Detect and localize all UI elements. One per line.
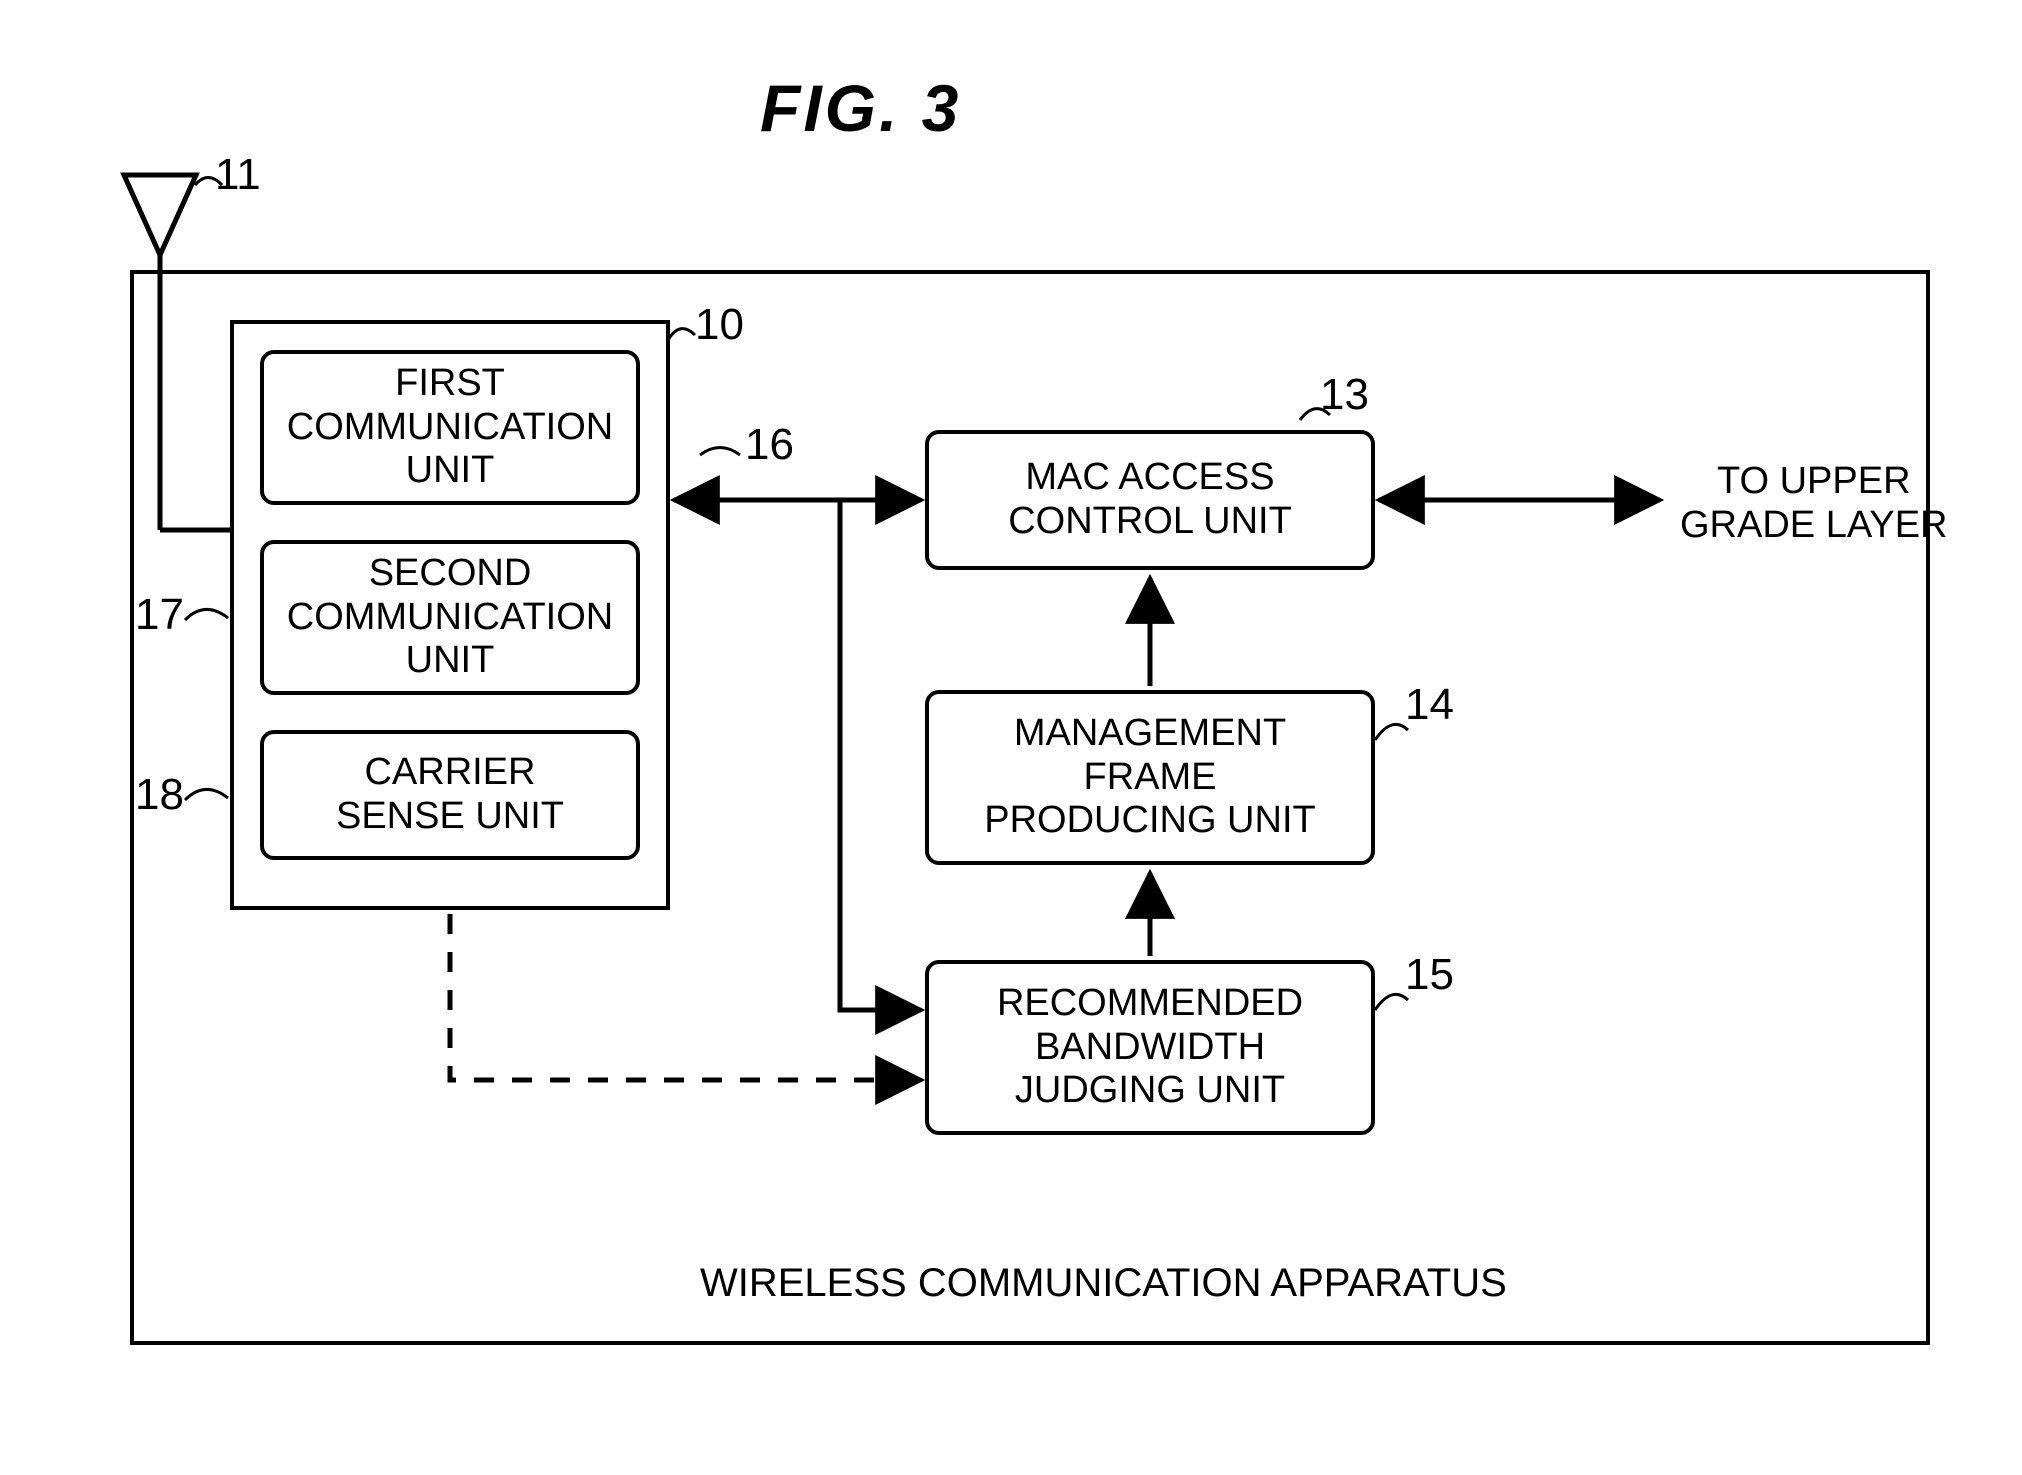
ref-13: 13 [1320,370,1369,420]
ref-17: 17 [135,590,184,640]
upper-layer-label: TO UPPERGRADE LAYER [1680,460,1947,547]
first-comm-unit: FIRSTCOMMUNICATIONUNIT [260,350,640,505]
management-frame-unit: MANAGEMENTFRAMEPRODUCING UNIT [925,690,1375,865]
figure-title: FIG. 3 [760,70,961,146]
ref-15: 15 [1405,950,1454,1000]
second-comm-unit: SECONDCOMMUNICATIONUNIT [260,540,640,695]
bandwidth-judging-unit: RECOMMENDEDBANDWIDTHJUDGING UNIT [925,960,1375,1135]
ref-18: 18 [135,770,184,820]
ref-10: 10 [695,300,744,350]
apparatus-label: WIRELESS COMMUNICATION APPARATUS [700,1260,1507,1306]
carrier-sense-unit: CARRIERSENSE UNIT [260,730,640,860]
ref-11: 11 [215,150,261,200]
ref-14: 14 [1405,680,1454,730]
ref-16: 16 [745,420,794,470]
mac-access-control-unit: MAC ACCESSCONTROL UNIT [925,430,1375,570]
